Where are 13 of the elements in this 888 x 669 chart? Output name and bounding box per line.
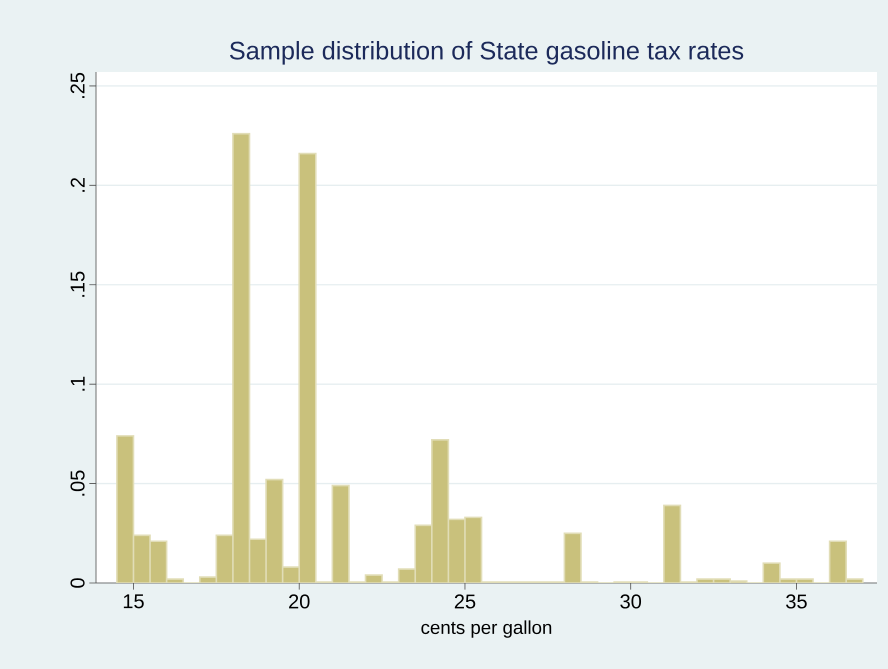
x-tick-label: 20	[289, 594, 310, 609]
y-tick-label: .05	[70, 470, 85, 496]
y-tick-label: .1	[70, 376, 85, 391]
chart-title: Sample distribution of State gasoline tax rates	[230, 41, 744, 65]
x-tick-label: 15	[124, 594, 144, 608]
x-tick-label: 30	[620, 594, 642, 609]
y-tick-label: .15	[70, 272, 85, 297]
x-tick-label: 35	[786, 594, 807, 609]
x-tick-label: 25	[454, 594, 476, 609]
x-axis-title: cents per gallon	[421, 620, 552, 638]
y-tick-label: .2	[70, 178, 85, 192]
y-tick-label: 0	[70, 578, 85, 588]
y-tick-label: .25	[70, 72, 85, 98]
